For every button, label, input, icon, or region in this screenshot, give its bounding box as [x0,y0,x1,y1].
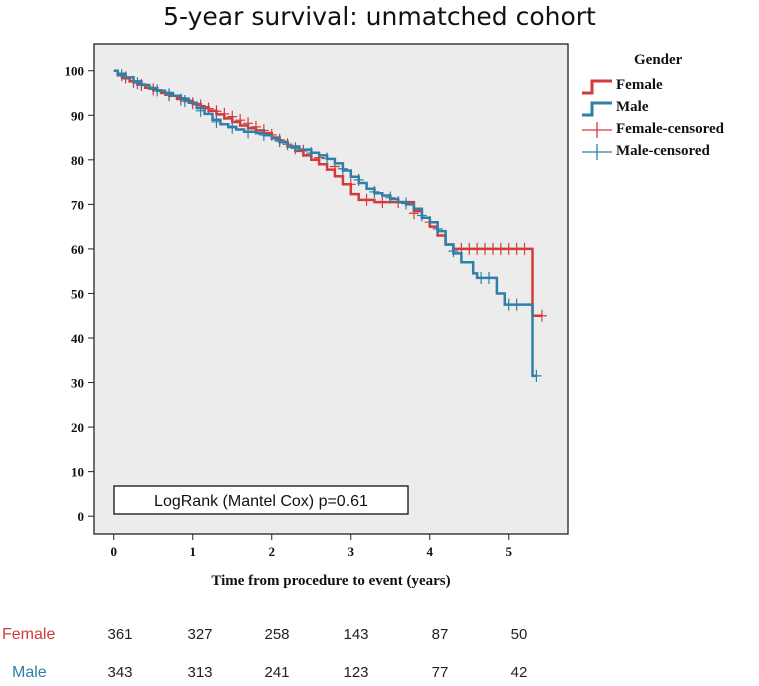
censor-mark-male [274,135,285,148]
censor-mark-female [377,196,388,209]
censor-mark-female [298,144,309,157]
censor-mark-female [227,110,238,123]
risk-row-male: Male 343 313 241 123 77 42 [0,664,759,686]
censor-mark-male [164,88,175,101]
legend-item-female: Female [580,75,755,97]
censor-mark-male [385,191,396,204]
censor-mark-female [219,107,230,120]
y-axis: 0 10 20 30 40 50 60 70 80 90 100 [65,64,94,524]
x-tick-label: 3 [348,544,355,559]
plot-area [93,43,569,535]
censor-mark-male [511,298,522,311]
legend: Gender Female Male Female-censored Male-… [580,52,755,163]
legend-title: Gender [634,52,683,68]
risk-value: 143 [343,626,369,643]
risk-value: 241 [264,664,290,681]
censor-mark-male [369,185,380,198]
y-tick-label: 50 [71,286,84,301]
legend-label-female-censored: Female-censored [616,121,725,137]
legend-item-male-censored: Male-censored [580,141,755,163]
censor-mark-female [235,114,246,127]
x-tick-label: 5 [506,544,513,559]
censor-mark-male [195,104,206,117]
y-tick-label: 30 [71,376,84,391]
censor-mark-male [132,77,143,90]
censor-mark-female [211,105,222,118]
censor-mark-female [345,178,356,191]
censor-mark-male [337,162,348,175]
censor-mark-male [531,369,542,382]
y-tick-label: 70 [71,197,84,212]
x-tick-label: 0 [111,544,118,559]
x-tick-label: 4 [427,544,434,559]
y-tick-label: 40 [71,331,84,346]
male-censor-icon [582,144,612,160]
risk-value: 258 [264,626,290,643]
censor-mark-male [322,152,333,165]
censor-mark-male [448,245,459,258]
risk-value: 87 [431,626,449,643]
censor-mark-male [306,147,317,160]
censor-mark-male [243,126,254,139]
censor-mark-male [416,209,427,222]
x-tick-label: 1 [190,544,197,559]
legend-item-female-censored: Female-censored [580,119,755,141]
censor-mark-male [401,197,412,210]
y-tick-label: 100 [65,64,85,79]
risk-value: 50 [510,626,528,643]
risk-value: 361 [107,626,133,643]
female-censor-icon [582,122,612,138]
risk-value: 123 [343,664,369,681]
risk-value: 327 [187,626,213,643]
censor-mark-male [432,222,443,235]
legend-label-male-censored: Male-censored [616,143,710,159]
annotation-box [113,485,409,515]
annotation-text: LogRank (Mantel Cox) p=0.61 [154,493,368,510]
x-axis: 0 1 2 3 4 5 [111,534,513,559]
legend-label-female: Female [616,77,663,93]
y-tick-label: 80 [71,153,84,168]
censor-mark-male [290,142,301,155]
censor-mark-male [484,271,494,284]
legend-label-male: Male [616,99,649,115]
censor-mark-male [227,121,238,134]
y-tick-label: 0 [78,509,85,524]
risk-value: 77 [431,664,449,681]
logrank-annotation: LogRank (Mantel Cox) p=0.61 [113,485,409,515]
series-layer [113,69,547,382]
x-tick-label: 2 [269,544,276,559]
chart-title: 5-year survival: unmatched cohort [163,2,596,31]
risk-value: 313 [187,664,213,681]
female-step-icon [582,79,612,95]
risk-label-male: Male [12,664,47,681]
risk-row-female: Female 361 327 258 143 87 50 [0,626,759,648]
risk-label-female: Female [2,626,56,643]
legend-item-male: Male [580,97,755,119]
censor-mark-male [353,173,364,186]
censor-mark-female [519,242,530,255]
censor-mark-male [211,115,222,128]
y-tick-label: 60 [71,242,84,257]
censor-mark-male [179,95,190,108]
y-tick-label: 10 [71,465,84,480]
censor-mark-male [152,84,163,97]
risk-value: 42 [510,664,528,681]
censor-mark-female [361,193,372,206]
censor-mark-female [536,309,547,322]
y-tick-label: 20 [71,420,84,435]
x-axis-label: Time from procedure to event (years) [211,573,450,589]
survival-curve-male [113,69,537,378]
risk-value: 343 [107,664,133,681]
male-step-icon [582,101,612,117]
y-tick-label: 90 [71,108,84,123]
censor-mark-male [116,69,127,82]
censor-mark-male [258,128,269,141]
